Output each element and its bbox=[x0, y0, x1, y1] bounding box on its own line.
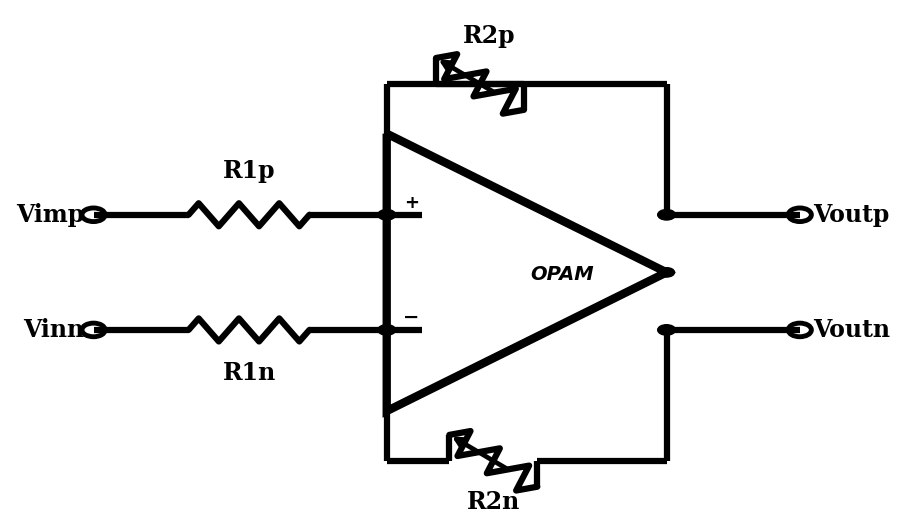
Circle shape bbox=[377, 325, 395, 335]
Circle shape bbox=[657, 209, 675, 220]
Text: −: − bbox=[403, 308, 419, 327]
Circle shape bbox=[658, 268, 674, 277]
Text: R2p: R2p bbox=[462, 23, 515, 48]
Text: Vimp: Vimp bbox=[16, 203, 85, 227]
Text: R1n: R1n bbox=[222, 361, 275, 385]
Text: +: + bbox=[404, 194, 419, 212]
Text: R2n: R2n bbox=[466, 489, 519, 514]
Text: Voutn: Voutn bbox=[813, 318, 889, 342]
Circle shape bbox=[377, 209, 395, 220]
Circle shape bbox=[657, 325, 675, 335]
Text: Vinn: Vinn bbox=[24, 318, 85, 342]
Text: Voutp: Voutp bbox=[813, 203, 888, 227]
Text: OPAM: OPAM bbox=[530, 266, 593, 285]
Text: R1p: R1p bbox=[222, 159, 275, 184]
